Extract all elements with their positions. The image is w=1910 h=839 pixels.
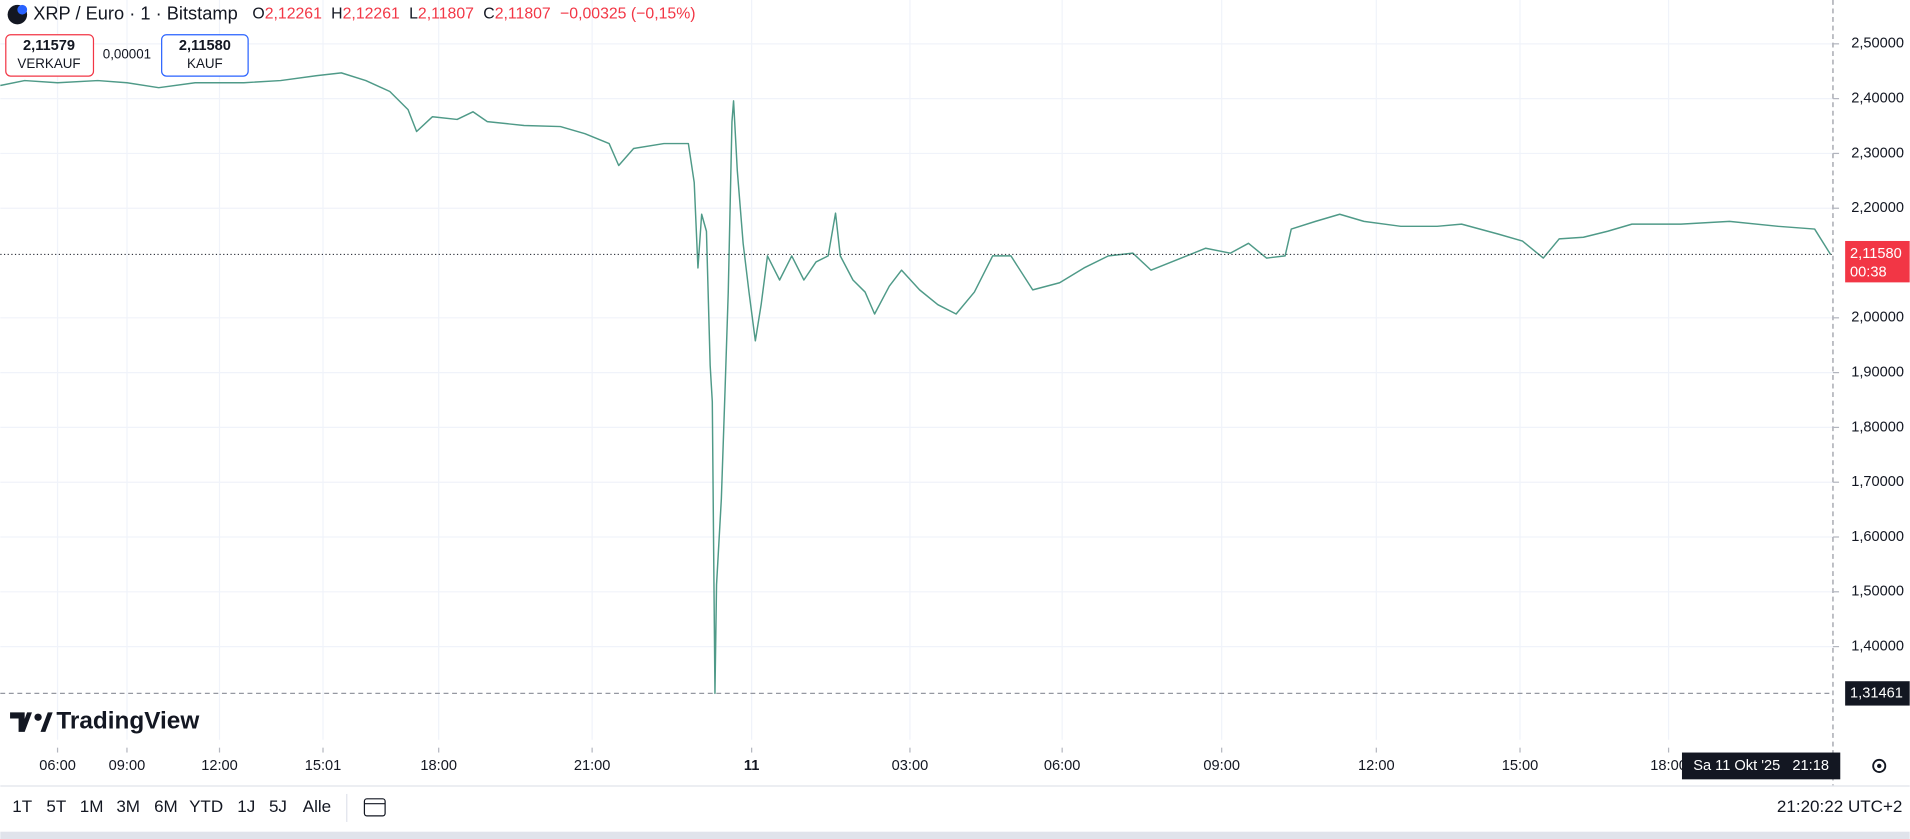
symbol-title: XRP / Euro · 1 · Bitstamp bbox=[33, 2, 238, 23]
range-button[interactable]: Alle bbox=[303, 797, 331, 816]
range-button[interactable]: 1J bbox=[237, 797, 255, 816]
x-tick-label: 09:00 bbox=[109, 758, 146, 774]
countdown: 00:38 bbox=[1850, 264, 1887, 280]
crosshair-date-box bbox=[1681, 752, 1841, 780]
y-tick-label: 2,20000 bbox=[1851, 200, 1904, 216]
spread: 0,00001 bbox=[103, 46, 151, 61]
ohlc: O2,12261 H2,12261 L2,11807 C2,11807 −0,0… bbox=[252, 6, 695, 23]
ohlc-key: C bbox=[483, 6, 494, 23]
x-tick-label: 15:01 bbox=[305, 758, 342, 774]
x-tick-label: 09:00 bbox=[1203, 758, 1240, 774]
x-tick-label: 18:00 bbox=[420, 758, 457, 774]
ohlc-key: O bbox=[252, 6, 264, 23]
last-price-label: 2,11580 bbox=[1850, 246, 1902, 262]
x-tick-label: 06:00 bbox=[1044, 758, 1081, 774]
range-button[interactable]: YTD bbox=[189, 797, 223, 816]
y-tick-label: 2,50000 bbox=[1851, 36, 1904, 52]
last-price-box bbox=[1845, 240, 1910, 283]
logo-text: TradingView bbox=[56, 708, 199, 735]
y-tick-label: 2,00000 bbox=[1851, 310, 1904, 326]
y-tick-label: 1,40000 bbox=[1851, 638, 1904, 654]
y-tick-label: 1,60000 bbox=[1851, 529, 1904, 545]
plot bbox=[0, 72, 1833, 695]
ohlc-value: 2,11807 bbox=[495, 6, 551, 23]
x-tick-label: 12:00 bbox=[201, 758, 238, 774]
range-button[interactable]: 1M bbox=[80, 797, 104, 816]
ohlc-key: L bbox=[409, 6, 418, 23]
x-tick-label: 12:00 bbox=[1358, 758, 1395, 774]
x-tick-label: 15:00 bbox=[1502, 758, 1539, 774]
x-tick-label: 11 bbox=[744, 758, 759, 774]
crosshair-date: Sa 11 Okt '25 21:18 bbox=[1693, 758, 1829, 774]
range-buttons: 1T 5T 1M 3M 6M YTD 1J 5J Alle bbox=[12, 797, 331, 816]
range-button[interactable]: 5J bbox=[269, 797, 287, 816]
clock: 21:20:22 UTC+2 bbox=[1777, 797, 1902, 816]
settings-icon bbox=[1877, 763, 1882, 769]
ohlc-value: 2,12261 bbox=[265, 6, 322, 23]
x-tick-label: 06:00 bbox=[39, 758, 76, 774]
buy-button[interactable] bbox=[161, 34, 249, 77]
low-label: 1,31461 bbox=[1850, 685, 1903, 701]
range-button[interactable]: 3M bbox=[116, 797, 140, 816]
range-button[interactable]: 6M bbox=[154, 797, 178, 816]
sell-price: 2,11579 bbox=[23, 38, 75, 54]
x-tick-label: 21:00 bbox=[574, 758, 611, 774]
logo-mark bbox=[34, 713, 42, 721]
ohlc-change: −0,00325 (−0,15%) bbox=[560, 6, 696, 23]
price-line bbox=[0, 72, 1832, 695]
ohlc-value: 2,11807 bbox=[418, 6, 474, 23]
low-box bbox=[1845, 681, 1910, 706]
y-tick-label: 2,30000 bbox=[1851, 145, 1904, 161]
sell-button[interactable] bbox=[5, 34, 95, 77]
y-tick-label: 1,80000 bbox=[1851, 419, 1904, 435]
buy-price: 2,11580 bbox=[179, 38, 231, 54]
range-button[interactable]: 5T bbox=[46, 797, 66, 816]
buy-label: KAUF bbox=[187, 56, 223, 71]
range-button[interactable]: 1T bbox=[12, 797, 32, 816]
logo-mark bbox=[40, 712, 53, 732]
y-tick-label: 2,40000 bbox=[1851, 90, 1904, 106]
x-tick-label: 18:00 bbox=[1650, 758, 1687, 774]
bottom-bar bbox=[0, 831, 1910, 839]
overlay-labels: 2,11580 00:38 1,31461 Sa 11 Okt '25 21:18 bbox=[1681, 240, 1910, 780]
sell-label: VERKAUF bbox=[17, 56, 80, 71]
settings-icon[interactable] bbox=[1872, 758, 1887, 773]
ohlc-key: H bbox=[331, 6, 342, 23]
axes: 2,50000 2,40000 2,30000 2,20000 2,00000 1,900… bbox=[39, 36, 1904, 774]
calendar-icon[interactable] bbox=[363, 798, 386, 817]
x-tick-label: 03:00 bbox=[892, 758, 929, 774]
symbol-icon-badge bbox=[17, 4, 28, 15]
y-tick-label: 1,90000 bbox=[1851, 364, 1904, 380]
grid bbox=[0, 0, 1833, 740]
ohlc-value: 2,12261 bbox=[343, 6, 400, 23]
y-tick-label: 1,50000 bbox=[1851, 584, 1904, 600]
y-tick-label: 1,70000 bbox=[1851, 474, 1904, 490]
